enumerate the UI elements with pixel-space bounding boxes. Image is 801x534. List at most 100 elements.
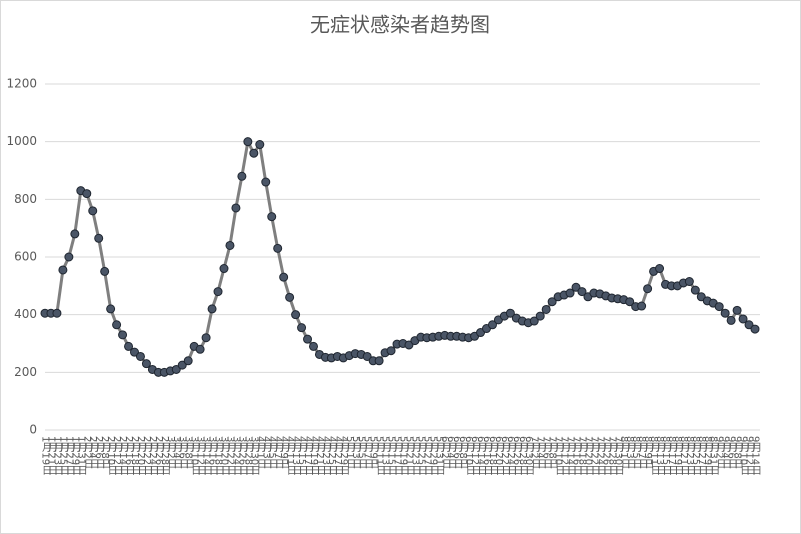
data-point [726, 315, 736, 325]
x-tick-label: 2月14日 [117, 436, 129, 475]
x-tick-label: 4月13日 [290, 436, 302, 475]
data-point [207, 304, 217, 314]
x-tick-label: 9月12日 [744, 436, 756, 475]
x-tick-label: 9月6日 [726, 436, 738, 469]
x-tick-label: 8月17日 [666, 436, 678, 475]
x-tick-label: 8月23日 [684, 436, 696, 475]
data-point [225, 240, 235, 250]
y-tick-label: 200 [14, 365, 37, 379]
x-tick-label: 3月8日 [183, 436, 195, 469]
x-tick-label: 6月12日 [469, 436, 481, 475]
x-tick-label: 5月1日 [344, 436, 356, 469]
x-tick-label: 7月14日 [565, 436, 577, 475]
data-point [535, 311, 545, 321]
x-tick-label: 3月24日 [230, 436, 242, 475]
data-point [100, 266, 110, 276]
x-tick-label: 4月11日 [284, 436, 296, 475]
x-tick-label: 7月20日 [582, 436, 594, 475]
x-tick-label: 6月16日 [481, 436, 493, 475]
data-point [267, 212, 277, 222]
x-tick-label: 3月10日 [189, 436, 201, 475]
x-tick-label: 7月30日 [612, 436, 624, 475]
data-point [291, 310, 301, 320]
x-tick-label: 8月11日 [648, 436, 660, 475]
data-point [52, 308, 62, 318]
x-tick-label: 2月2日 [81, 436, 93, 469]
x-tick-label: 5月21日 [403, 436, 415, 475]
x-tick-label: 1月21日 [45, 436, 57, 475]
y-tick-label: 1200 [6, 77, 37, 91]
x-tick-label: 8月15日 [660, 436, 672, 475]
x-tick-label: 1月25日 [57, 436, 69, 475]
data-point [714, 302, 724, 312]
data-point [690, 285, 700, 295]
data-point [94, 233, 104, 243]
x-tick-label: 7月22日 [588, 436, 600, 475]
data-point [732, 305, 742, 315]
x-tick-label: 3月18日 [213, 436, 225, 475]
data-point [273, 243, 283, 253]
x-tick-label: 8月25日 [690, 436, 702, 475]
x-tick-label: 1月19日 [40, 436, 52, 475]
data-point [82, 189, 92, 199]
data-point [183, 356, 193, 366]
data-point [279, 272, 289, 282]
x-tick-label: 5月9日 [368, 436, 380, 469]
data-point [88, 206, 98, 216]
data-point [70, 229, 80, 239]
data-point [237, 171, 247, 181]
data-point [625, 297, 635, 307]
x-tick-label: 1月31日 [75, 436, 87, 475]
data-point [529, 316, 539, 326]
data-point [547, 297, 557, 307]
data-point [285, 292, 295, 302]
data-point [58, 265, 68, 275]
x-tick-label: 5月13日 [380, 436, 392, 475]
x-tick-label: 2月24日 [147, 436, 159, 475]
x-tick-label: 5月5日 [356, 436, 368, 469]
x-tick-label: 8月13日 [654, 436, 666, 475]
x-tick-label: 5月29日 [427, 436, 439, 475]
x-tick-label: 5月17日 [392, 436, 404, 475]
x-tick-label: 2月8日 [99, 436, 111, 469]
data-point [404, 340, 414, 350]
x-tick-label: 4月21日 [314, 436, 326, 475]
data-point [565, 288, 575, 298]
x-tick-label: 1月29日 [69, 436, 81, 475]
x-tick-label: 5月31日 [433, 436, 445, 475]
data-point [655, 264, 665, 274]
data-point [261, 177, 271, 187]
x-tick-label: 2月20日 [135, 436, 147, 475]
x-tick-label: 4月3日 [260, 436, 272, 469]
x-tick-label: 7月18日 [576, 436, 588, 475]
x-tick-label: 3月28日 [242, 436, 254, 475]
x-tick-label: 6月20日 [493, 436, 505, 475]
x-tick-label: 3月30日 [248, 436, 260, 475]
x-tick-label: 2月22日 [141, 436, 153, 475]
y-tick-label: 800 [14, 192, 37, 206]
y-tick-label: 600 [14, 250, 37, 264]
data-point [129, 347, 139, 357]
x-tick-label: 6月6日 [451, 436, 463, 469]
x-tick-label: 7月8日 [547, 436, 559, 469]
x-tick-label: 6月2日 [439, 436, 451, 469]
x-tick-label: 8月5日 [630, 436, 642, 469]
x-tick-label: 6月8日 [457, 436, 469, 469]
x-tick-label: 4月7日 [272, 436, 284, 469]
data-point [141, 359, 151, 369]
data-point [112, 320, 122, 330]
data-point [637, 301, 647, 311]
x-tick-label: 6月10日 [463, 436, 475, 475]
x-tick-label: 8月9日 [642, 436, 654, 469]
data-point [684, 277, 694, 287]
x-tick-label: 3月22日 [224, 436, 236, 475]
data-point [738, 314, 748, 324]
data-point [577, 287, 587, 297]
x-tick-label: 4月23日 [320, 436, 332, 475]
x-tick-label: 7月6日 [541, 436, 553, 469]
x-tick-label: 8月19日 [672, 436, 684, 475]
x-tick-label: 9月2日 [714, 436, 726, 469]
x-tick-label: 8月27日 [696, 436, 708, 475]
data-point [541, 304, 551, 314]
